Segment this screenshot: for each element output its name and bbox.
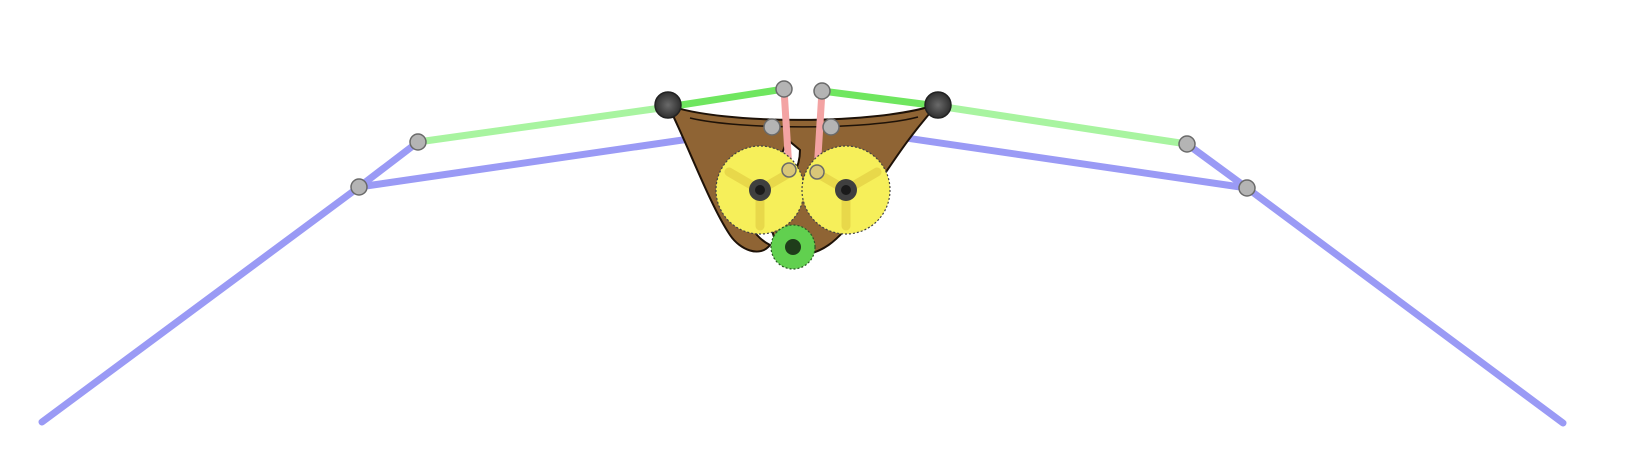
pinion-gear[interactable] — [770, 224, 816, 270]
green-linkage — [414, 85, 1191, 148]
blue-left-short-link[interactable] — [355, 138, 422, 191]
green-right-link-inner[interactable] — [818, 87, 942, 110]
green-left-link-inner[interactable] — [664, 85, 788, 111]
joint-right-center[interactable] — [822, 118, 840, 136]
fixed-pivots — [654, 91, 952, 119]
joint-left-upper[interactable] — [409, 133, 427, 151]
joint-left-center[interactable] — [763, 118, 781, 136]
right-pivot[interactable] — [924, 91, 952, 119]
joint-left-top[interactable] — [775, 80, 793, 98]
green-right-link-outer[interactable] — [934, 102, 1191, 148]
joint-right-upper[interactable] — [1178, 135, 1196, 153]
joint-left-knee[interactable] — [350, 178, 368, 196]
joint-right-top[interactable] — [813, 82, 831, 100]
green-left-link-outer[interactable] — [414, 103, 672, 146]
left-drive-gear[interactable] — [715, 145, 805, 235]
joint-right-rod-gear[interactable] — [809, 164, 825, 180]
right-drive-gear[interactable] — [801, 145, 891, 235]
joint-left-rod-gear[interactable] — [781, 162, 797, 178]
blue-right-short-link[interactable] — [1183, 140, 1251, 192]
joint-right-knee[interactable] — [1238, 179, 1256, 197]
blue-right-leg[interactable] — [1243, 184, 1567, 427]
blue-left-leg[interactable] — [38, 183, 363, 426]
left-pivot[interactable] — [654, 91, 682, 119]
joints — [350, 80, 1256, 197]
